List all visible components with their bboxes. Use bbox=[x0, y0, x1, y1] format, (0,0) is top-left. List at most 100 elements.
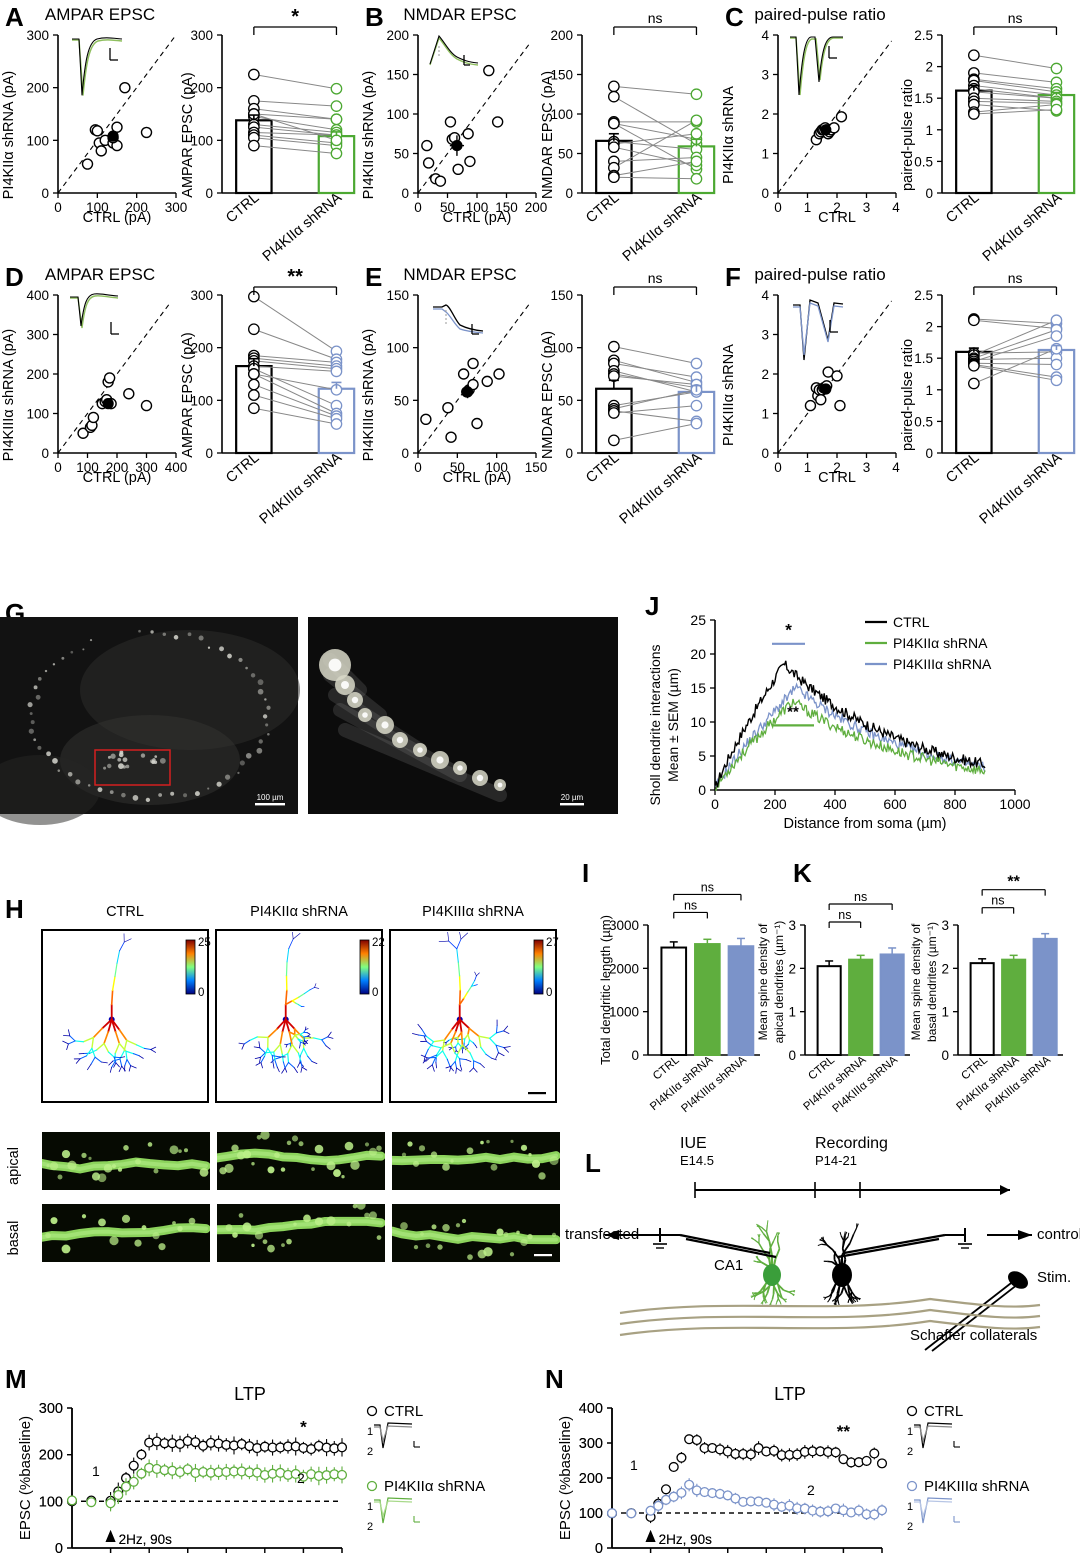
svg-text:300: 300 bbox=[579, 1436, 603, 1452]
svg-text:CTRL: CTRL bbox=[924, 1403, 963, 1420]
svg-text:D: D bbox=[5, 262, 24, 292]
svg-text:2: 2 bbox=[297, 1470, 305, 1486]
svg-text:AMPAR EPSC: AMPAR EPSC bbox=[45, 265, 155, 284]
svg-text:0: 0 bbox=[711, 796, 719, 812]
svg-text:2: 2 bbox=[367, 1521, 373, 1533]
svg-text:paired-pulse ratio: paired-pulse ratio bbox=[754, 5, 885, 24]
svg-text:0: 0 bbox=[761, 446, 769, 461]
svg-text:CTRL: CTRL bbox=[384, 1403, 423, 1420]
svg-text:0: 0 bbox=[55, 1541, 63, 1554]
svg-text:apical dendrites (µm⁻¹): apical dendrites (µm⁻¹) bbox=[772, 921, 786, 1044]
svg-text:paired-pulse ratio: paired-pulse ratio bbox=[900, 79, 916, 191]
svg-text:4: 4 bbox=[761, 28, 769, 43]
svg-text:200: 200 bbox=[386, 28, 409, 43]
svg-text:150: 150 bbox=[525, 460, 548, 475]
svg-text:0: 0 bbox=[941, 1048, 949, 1063]
svg-text:400: 400 bbox=[579, 1401, 603, 1417]
svg-text:10: 10 bbox=[690, 714, 706, 730]
svg-text:0: 0 bbox=[925, 446, 933, 461]
svg-text:0: 0 bbox=[41, 446, 49, 461]
svg-text:1: 1 bbox=[907, 1501, 913, 1513]
svg-text:0.5: 0.5 bbox=[914, 414, 933, 429]
svg-text:B: B bbox=[365, 2, 384, 32]
svg-text:2: 2 bbox=[941, 961, 949, 976]
svg-text:3: 3 bbox=[863, 200, 871, 215]
svg-text:20 µm: 20 µm bbox=[561, 793, 584, 802]
svg-text:0: 0 bbox=[401, 186, 409, 201]
svg-text:N: N bbox=[545, 1364, 564, 1394]
svg-text:NMDAR EPSC (pA): NMDAR EPSC (pA) bbox=[540, 331, 556, 459]
svg-text:NMDAR EPSC: NMDAR EPSC bbox=[403, 5, 516, 24]
svg-text:CTRL (pA): CTRL (pA) bbox=[83, 210, 152, 226]
svg-text:0: 0 bbox=[41, 186, 49, 201]
svg-text:AMPAR EPSC (pA): AMPAR EPSC (pA) bbox=[180, 332, 196, 457]
svg-text:0: 0 bbox=[198, 987, 204, 999]
svg-text:A: A bbox=[5, 2, 24, 32]
svg-text:3000: 3000 bbox=[609, 918, 639, 933]
svg-text:50: 50 bbox=[394, 147, 409, 162]
svg-text:CTRL: CTRL bbox=[893, 614, 930, 630]
svg-text:100: 100 bbox=[39, 1494, 63, 1510]
svg-text:0: 0 bbox=[595, 1541, 603, 1554]
svg-text:P14-21: P14-21 bbox=[815, 1153, 857, 1168]
svg-text:50: 50 bbox=[558, 147, 573, 162]
svg-text:apical: apical bbox=[6, 1147, 22, 1185]
svg-text:400: 400 bbox=[26, 288, 49, 303]
svg-text:EPSC (%baseline): EPSC (%baseline) bbox=[17, 1416, 34, 1540]
svg-text:IUE: IUE bbox=[680, 1135, 707, 1152]
svg-text:0: 0 bbox=[698, 782, 706, 798]
svg-text:E14.5: E14.5 bbox=[680, 1153, 714, 1168]
svg-text:0: 0 bbox=[205, 186, 213, 201]
svg-text:ns: ns bbox=[701, 880, 714, 894]
svg-text:1: 1 bbox=[630, 1457, 638, 1473]
svg-text:2: 2 bbox=[788, 961, 796, 976]
svg-text:50: 50 bbox=[394, 393, 409, 408]
svg-text:**: ** bbox=[837, 1422, 851, 1441]
svg-text:0: 0 bbox=[761, 186, 769, 201]
svg-text:PI4KIIIα shRNA: PI4KIIIα shRNA bbox=[924, 1478, 1029, 1495]
svg-text:100: 100 bbox=[579, 1506, 603, 1522]
svg-text:0: 0 bbox=[414, 460, 422, 475]
svg-text:AMPAR EPSC: AMPAR EPSC bbox=[45, 5, 155, 24]
svg-text:Sholl dendrite interactions: Sholl dendrite interactions bbox=[647, 644, 663, 805]
svg-text:0: 0 bbox=[372, 987, 378, 999]
svg-text:1000: 1000 bbox=[999, 796, 1030, 812]
svg-text:CTRL: CTRL bbox=[106, 904, 144, 920]
svg-text:Recording: Recording bbox=[815, 1135, 888, 1152]
svg-text:Stim.: Stim. bbox=[1037, 1269, 1071, 1286]
svg-text:LTP: LTP bbox=[774, 1384, 806, 1404]
svg-text:2.5: 2.5 bbox=[914, 28, 933, 43]
svg-text:ns: ns bbox=[648, 270, 663, 286]
svg-text:1.5: 1.5 bbox=[914, 351, 933, 366]
svg-text:25: 25 bbox=[198, 937, 211, 949]
svg-text:1: 1 bbox=[907, 1426, 913, 1438]
svg-text:2.5: 2.5 bbox=[914, 288, 933, 303]
svg-text:**: ** bbox=[287, 266, 303, 288]
svg-text:27: 27 bbox=[546, 937, 559, 949]
svg-text:3: 3 bbox=[761, 68, 769, 83]
svg-text:200: 200 bbox=[550, 28, 573, 43]
svg-text:paired-pulse ratio: paired-pulse ratio bbox=[900, 339, 916, 451]
svg-text:PI4KIIα shRNA: PI4KIIα shRNA bbox=[721, 86, 737, 184]
svg-text:100: 100 bbox=[386, 107, 409, 122]
svg-text:1: 1 bbox=[367, 1501, 373, 1513]
svg-text:Total dendritic length (µm): Total dendritic length (µm) bbox=[598, 915, 613, 1065]
svg-text:0: 0 bbox=[774, 460, 782, 475]
svg-text:1: 1 bbox=[941, 1005, 949, 1020]
svg-text:1.5: 1.5 bbox=[914, 91, 933, 106]
svg-text:3: 3 bbox=[941, 918, 949, 933]
svg-text:300: 300 bbox=[26, 28, 49, 43]
svg-text:C: C bbox=[725, 2, 744, 32]
svg-text:1: 1 bbox=[925, 383, 933, 398]
svg-text:1: 1 bbox=[92, 1463, 100, 1479]
svg-text:100 µm: 100 µm bbox=[257, 793, 284, 802]
svg-text:Schaffer collaterals: Schaffer collaterals bbox=[910, 1327, 1037, 1344]
svg-text:200: 200 bbox=[579, 1471, 603, 1487]
svg-text:control: control bbox=[1037, 1226, 1080, 1243]
svg-text:1: 1 bbox=[367, 1426, 373, 1438]
svg-text:Mean spine density of: Mean spine density of bbox=[909, 923, 923, 1040]
svg-text:0: 0 bbox=[565, 446, 573, 461]
svg-text:3: 3 bbox=[863, 460, 871, 475]
svg-text:50: 50 bbox=[558, 393, 573, 408]
svg-text:NMDAR EPSC (pA): NMDAR EPSC (pA) bbox=[540, 71, 556, 199]
